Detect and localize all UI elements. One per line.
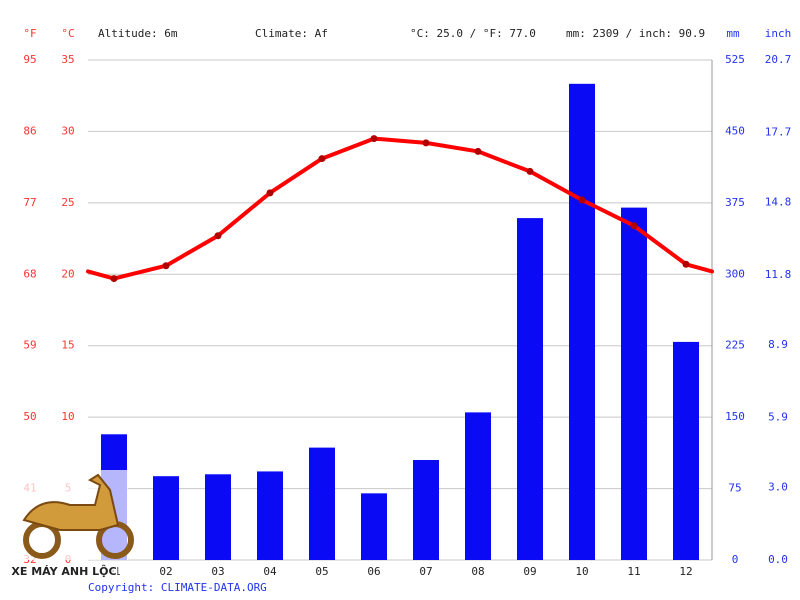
tick-label: 25 xyxy=(61,196,74,209)
temperature-point xyxy=(266,189,274,197)
temperature-point xyxy=(474,147,482,155)
altitude: Altitude: 6m xyxy=(98,27,178,40)
temperature-point xyxy=(318,155,326,163)
bar xyxy=(205,474,231,560)
tick-label: 30 xyxy=(61,124,74,137)
tick-label: 20 xyxy=(61,267,74,280)
temperature-point xyxy=(110,275,118,283)
tick-label: 35 xyxy=(61,53,74,66)
bar xyxy=(413,460,439,560)
x-tick-label: 03 xyxy=(211,565,224,578)
totals: mm: 2309 / inch: 90.9 xyxy=(566,27,705,40)
tick-label: 150 xyxy=(725,410,745,423)
bar xyxy=(309,447,335,560)
tick-label: 300 xyxy=(725,267,745,280)
bar xyxy=(673,341,699,560)
tick-label: 525 xyxy=(725,53,745,66)
mm-unit: mm xyxy=(726,27,740,40)
tick-label: 450 xyxy=(725,124,745,137)
temperature-point xyxy=(630,222,638,230)
climate: Climate: Af xyxy=(255,27,328,40)
tick-label: 59 xyxy=(23,339,36,352)
temperature-point xyxy=(682,260,690,268)
bar xyxy=(621,207,647,560)
bar xyxy=(517,218,543,560)
scooter-body xyxy=(22,473,120,531)
temperature-point xyxy=(422,139,430,147)
tick-label: 11.8 xyxy=(765,268,792,281)
x-tick-label: 12 xyxy=(679,565,692,578)
x-tick-label: 05 xyxy=(315,565,328,578)
temperature-point xyxy=(526,167,534,175)
tick-label: 5.9 xyxy=(768,410,788,423)
tick-label: 10 xyxy=(61,410,74,423)
tick-label: 15 xyxy=(61,339,74,352)
tick-label: 225 xyxy=(725,339,745,352)
tick-label: 68 xyxy=(23,267,36,280)
tick-label: 95 xyxy=(23,53,36,66)
temperature-point xyxy=(370,135,378,143)
plot: 0510152025303532415059687786950751502253… xyxy=(23,53,791,578)
x-tick-label: 08 xyxy=(471,565,484,578)
tick-label: 8.9 xyxy=(768,338,788,351)
temperature-point xyxy=(578,196,586,204)
tick-label: 3.0 xyxy=(768,481,788,494)
x-tick-label: 04 xyxy=(263,565,277,578)
x-tick-label: 01 xyxy=(107,565,120,578)
tick-label: 20.7 xyxy=(765,53,792,66)
f-unit: °F xyxy=(23,27,36,40)
tick-label: 375 xyxy=(725,196,745,209)
x-tick-label: 10 xyxy=(575,565,588,578)
bar xyxy=(153,476,179,560)
temperature-point xyxy=(162,262,170,270)
tick-label: 0 xyxy=(732,553,739,566)
line-wrap xyxy=(86,262,714,281)
bar xyxy=(361,493,387,560)
averages: °C: 25.0 / °F: 77.0 xyxy=(410,27,536,40)
watermark-text: XE MÁY ANH LỘC xyxy=(11,565,116,578)
temperature-point xyxy=(214,232,222,240)
tick-label: 17.7 xyxy=(765,125,792,138)
tick-label: 14.8 xyxy=(765,196,792,209)
tick-label: 50 xyxy=(23,410,36,423)
bar xyxy=(257,471,283,560)
tick-label: 86 xyxy=(23,124,36,137)
tick-label: 0.0 xyxy=(768,553,788,566)
watermark-logo: XE MÁY ANH LỘC xyxy=(0,470,134,580)
x-tick-label: 11 xyxy=(627,565,640,578)
x-tick-label: 06 xyxy=(367,565,380,578)
x-tick-label: 02 xyxy=(159,565,172,578)
temperature-line xyxy=(113,136,688,281)
inch-unit: inch xyxy=(765,27,792,40)
bar xyxy=(569,83,595,561)
x-tick-label: 07 xyxy=(419,565,432,578)
tick-label: 77 xyxy=(23,196,36,209)
copyright: Copyright: CLIMATE-DATA.ORG xyxy=(88,581,267,594)
x-tick-label: 09 xyxy=(523,565,536,578)
c-unit: °C xyxy=(61,27,74,40)
bar xyxy=(465,412,491,560)
tick-label: 75 xyxy=(728,482,741,495)
